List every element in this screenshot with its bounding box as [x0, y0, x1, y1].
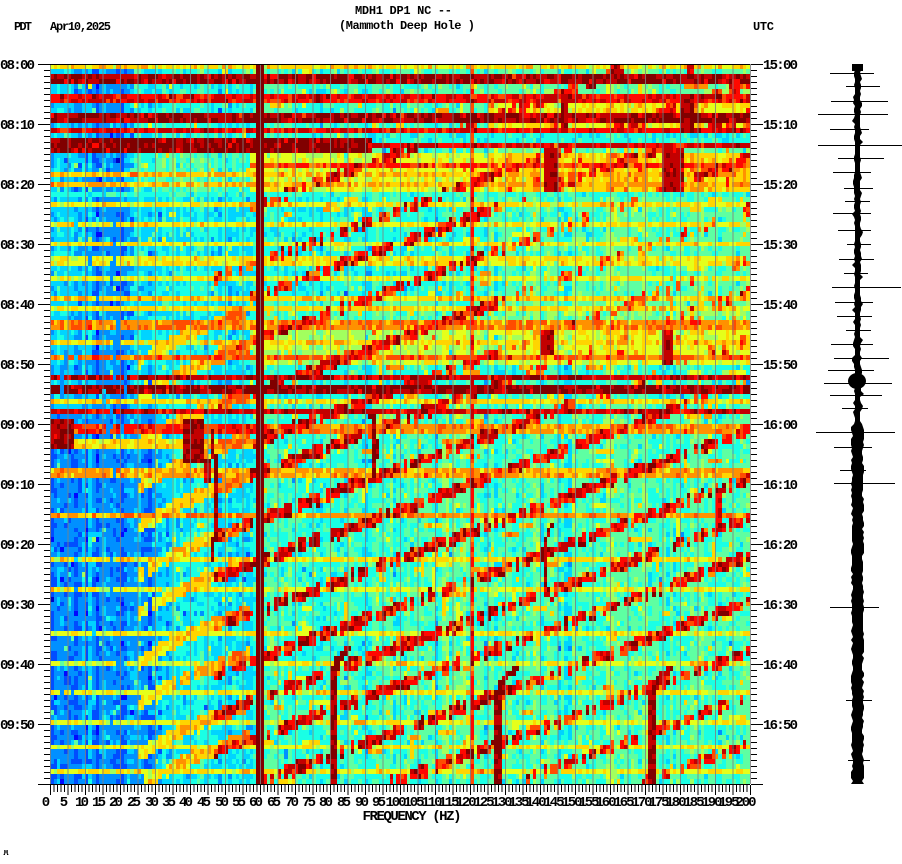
svg-text:08:50: 08:50 — [0, 358, 35, 374]
svg-text:15:20: 15:20 — [763, 178, 798, 194]
svg-text:115: 115 — [439, 795, 460, 811]
svg-text:190: 190 — [702, 795, 723, 811]
svg-text:UTC: UTC — [753, 20, 774, 34]
svg-text:PDT: PDT — [14, 20, 32, 34]
svg-text:85: 85 — [337, 795, 351, 811]
svg-text:160: 160 — [596, 795, 617, 811]
svg-text:FREQUENCY (HZ): FREQUENCY (HZ) — [363, 809, 462, 825]
svg-text:195: 195 — [719, 795, 740, 811]
svg-text:95: 95 — [372, 795, 386, 811]
svg-text:09:20: 09:20 — [0, 538, 35, 554]
svg-text:5: 5 — [60, 795, 68, 811]
svg-text:150: 150 — [562, 795, 583, 811]
svg-text:185: 185 — [684, 795, 705, 811]
svg-text:70: 70 — [285, 795, 299, 811]
svg-text:09:40: 09:40 — [0, 658, 35, 674]
svg-text:200: 200 — [736, 795, 757, 811]
svg-text:15:30: 15:30 — [763, 238, 798, 254]
svg-text:09:10: 09:10 — [0, 478, 35, 494]
svg-text:08:00: 08:00 — [0, 58, 35, 74]
svg-text:0: 0 — [42, 795, 50, 811]
svg-text:16:20: 16:20 — [763, 538, 798, 554]
svg-text:08:20: 08:20 — [0, 178, 35, 194]
svg-text:170: 170 — [632, 795, 653, 811]
svg-text:55: 55 — [232, 795, 246, 811]
svg-text:08:10: 08:10 — [0, 118, 35, 134]
svg-text:20: 20 — [109, 795, 123, 811]
svg-text:110: 110 — [422, 795, 443, 811]
svg-text:45: 45 — [197, 795, 211, 811]
svg-text:65: 65 — [267, 795, 281, 811]
svg-text:.M.: .M. — [2, 850, 10, 858]
svg-text:25: 25 — [127, 795, 141, 811]
svg-text:165: 165 — [614, 795, 635, 811]
svg-text:15:00: 15:00 — [763, 58, 798, 74]
svg-text:145: 145 — [544, 795, 565, 811]
svg-text:90: 90 — [355, 795, 369, 811]
svg-text:Apr10,2025: Apr10,2025 — [50, 20, 111, 34]
svg-text:15: 15 — [92, 795, 106, 811]
svg-text:16:00: 16:00 — [763, 418, 798, 434]
svg-text:135: 135 — [509, 795, 530, 811]
svg-text:75: 75 — [302, 795, 316, 811]
svg-text:16:50: 16:50 — [763, 718, 798, 734]
svg-text:15:40: 15:40 — [763, 298, 798, 314]
svg-text:125: 125 — [474, 795, 495, 811]
svg-text:105: 105 — [404, 795, 425, 811]
svg-text:16:30: 16:30 — [763, 598, 798, 614]
svg-text:80: 80 — [319, 795, 333, 811]
svg-text:09:00: 09:00 — [0, 418, 35, 434]
svg-text:16:40: 16:40 — [763, 658, 798, 674]
svg-text:35: 35 — [162, 795, 176, 811]
svg-text:10: 10 — [75, 795, 89, 811]
svg-text:09:50: 09:50 — [0, 718, 35, 734]
svg-text:09:30: 09:30 — [0, 598, 35, 614]
svg-text:MDH1 DP1 NC --: MDH1 DP1 NC -- — [355, 4, 452, 18]
svg-text:30: 30 — [145, 795, 159, 811]
svg-text:08:30: 08:30 — [0, 238, 35, 254]
svg-text:175: 175 — [649, 795, 670, 811]
svg-text:(Mammoth Deep Hole ): (Mammoth Deep Hole ) — [339, 19, 475, 33]
svg-text:120: 120 — [456, 795, 477, 811]
svg-text:155: 155 — [579, 795, 600, 811]
svg-text:100: 100 — [386, 795, 407, 811]
svg-text:130: 130 — [492, 795, 513, 811]
svg-text:50: 50 — [215, 795, 229, 811]
svg-text:08:40: 08:40 — [0, 298, 35, 314]
svg-text:15:10: 15:10 — [763, 118, 798, 134]
svg-text:15:50: 15:50 — [763, 358, 798, 374]
svg-text:40: 40 — [179, 795, 193, 811]
svg-text:180: 180 — [666, 795, 687, 811]
svg-text:16:10: 16:10 — [763, 478, 798, 494]
svg-text:60: 60 — [249, 795, 263, 811]
svg-text:140: 140 — [526, 795, 547, 811]
